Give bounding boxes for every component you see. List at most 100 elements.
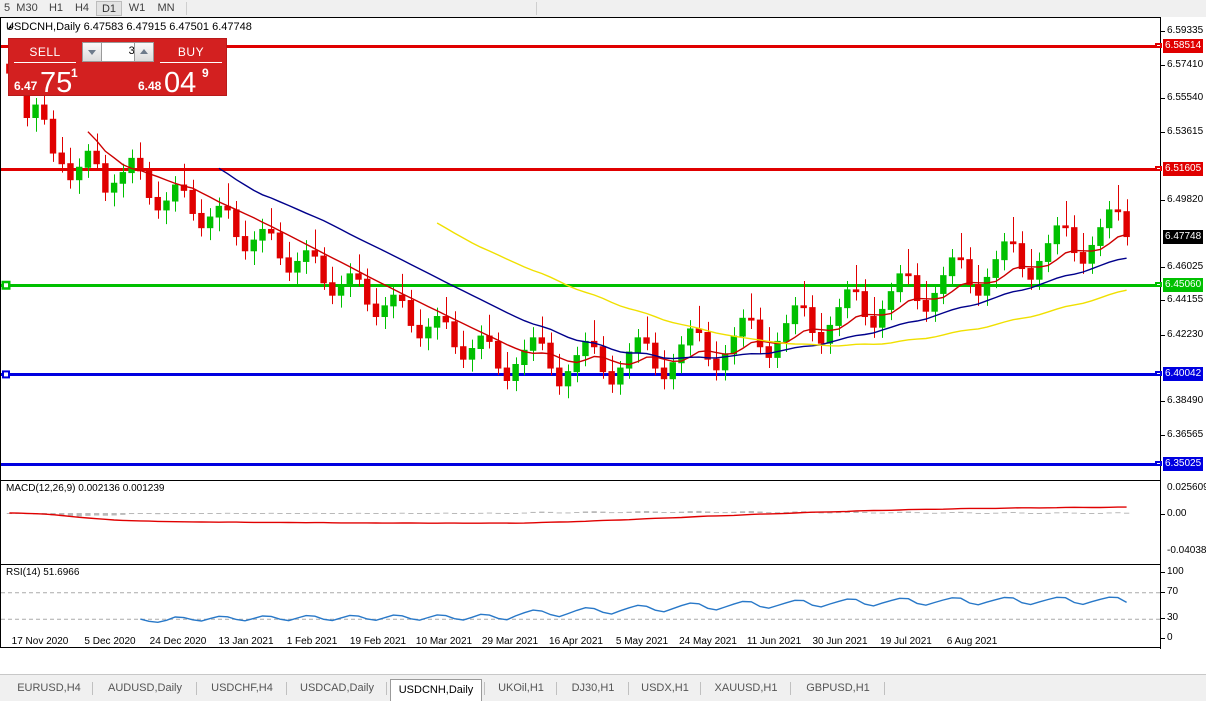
time-axis-label: 19 Jul 2021 xyxy=(880,636,932,647)
time-axis: 17 Nov 2020 5 Dec 2020 24 Dec 2020 13 Jan 2… xyxy=(0,632,1206,654)
sell-price-fraction: 1 xyxy=(71,66,78,80)
sell-price-pips: 75 xyxy=(40,67,73,99)
chart-tab-usdchf[interactable]: USDCHF,H4 xyxy=(211,682,273,694)
tab-separator xyxy=(790,682,791,695)
price-axis[interactable]: 6.59335 6.57410 6.55540 6.53615 6.49820 6.460… xyxy=(1155,17,1206,480)
tab-separator xyxy=(484,682,485,695)
chart-tab-ukoil[interactable]: UKOil,H1 xyxy=(498,682,544,694)
volume-increase-button[interactable] xyxy=(134,42,154,62)
level-handle-center xyxy=(1157,373,1160,374)
sell-price-quote[interactable]: 6.47 75 1 xyxy=(14,64,80,98)
chart-frame: 6.59335 6.57410 6.55540 6.53615 6.49820 6.460… xyxy=(0,17,1206,674)
buy-button[interactable]: BUY xyxy=(160,42,222,63)
time-axis-label: 17 Nov 2020 xyxy=(11,636,69,647)
chevron-up-icon xyxy=(140,49,148,54)
time-axis-label: 16 Apr 2021 xyxy=(549,636,603,647)
level-handle-center xyxy=(1157,168,1160,169)
price-badge-6.58514: 6.58514 xyxy=(1163,39,1204,53)
time-axis-label: 5 Dec 2020 xyxy=(84,636,136,647)
price-axis-label: 6.46025 xyxy=(1167,261,1204,272)
chart-tab-usdx[interactable]: USDX,H1 xyxy=(641,682,689,694)
chart-tab-usdcnh[interactable]: USDCNH,Daily xyxy=(390,679,482,701)
rsi-label: RSI(14) 51.6966 xyxy=(6,567,80,578)
time-axis-label: 29 Mar 2021 xyxy=(481,636,539,647)
rsi-axis-label: 0 xyxy=(1167,632,1173,643)
timeframe-toolbar: 5 M30 H1 H4 D1 W1 MN xyxy=(0,0,1206,18)
chart-title: USDCNH,Daily 6.47583 6.47915 6.47501 6.4… xyxy=(6,21,252,33)
price-badge-6.47748: 6.47748 xyxy=(1163,230,1204,244)
chart-tab-bar: EURUSD,H4 AUDUSD,Daily USDCHF,H4 USDCAD,Dai… xyxy=(0,674,1206,701)
timeframe-button-5[interactable]: 5 xyxy=(3,2,11,14)
sell-button[interactable]: SELL xyxy=(14,42,76,63)
time-axis-label: 19 Feb 2021 xyxy=(349,636,407,647)
chart-tab-audusd[interactable]: AUDUSD,Daily xyxy=(108,682,182,694)
macd-indicator-pane[interactable]: MACD(12,26,9) 0.002136 0.001239 xyxy=(0,480,1160,564)
tab-separator xyxy=(628,682,629,695)
price-tick xyxy=(1161,435,1165,436)
time-axis-label: 24 Dec 2020 xyxy=(149,636,207,647)
price-tick xyxy=(1161,267,1165,268)
macd-axis-label: 0.025609 xyxy=(1167,482,1206,493)
price-axis-label: 6.38490 xyxy=(1167,395,1204,406)
tab-separator xyxy=(700,682,701,695)
level-handle-center xyxy=(1157,45,1160,46)
toolbar-separator xyxy=(536,2,537,15)
timeframe-button-h1[interactable]: H1 xyxy=(48,2,64,14)
rsi-tick xyxy=(1161,572,1165,573)
tab-separator xyxy=(556,682,557,695)
crosshair-icon xyxy=(7,23,15,30)
time-axis-label: 10 Mar 2021 xyxy=(415,636,473,647)
timeframe-button-h4[interactable]: H4 xyxy=(74,2,90,14)
rsi-tick xyxy=(1161,592,1165,593)
macd-axis: 0.025609 0.00 -0.04038 xyxy=(1160,480,1206,564)
chart-tab-eurusd[interactable]: EURUSD,H4 xyxy=(17,682,81,694)
timeframe-button-mn[interactable]: MN xyxy=(157,2,175,14)
price-tick xyxy=(1161,401,1165,402)
chart-tab-dj30[interactable]: DJ30,H1 xyxy=(571,682,615,694)
price-axis-label: 6.36565 xyxy=(1167,429,1204,440)
time-axis-label: 13 Jan 2021 xyxy=(218,636,274,647)
buy-price-quote[interactable]: 6.48 04 9 xyxy=(138,64,222,98)
level-handle-center xyxy=(1157,463,1160,464)
macd-tick xyxy=(1161,514,1165,515)
volume-decrease-button[interactable] xyxy=(82,42,102,62)
price-axis-label: 6.44155 xyxy=(1167,294,1204,305)
time-axis-label: 30 Jun 2021 xyxy=(812,636,868,647)
rsi-tick xyxy=(1161,618,1165,619)
chart-tab-xauusd[interactable]: XAUUSD,H1 xyxy=(714,682,778,694)
price-tick xyxy=(1161,65,1165,66)
time-axis-label: 5 May 2021 xyxy=(615,636,669,647)
price-axis-label: 6.53615 xyxy=(1167,126,1204,137)
macd-plot xyxy=(6,506,1130,524)
tab-separator xyxy=(884,682,885,695)
tab-separator xyxy=(196,682,197,695)
price-tick xyxy=(1161,98,1165,99)
timeframe-button-m30[interactable]: M30 xyxy=(16,2,38,14)
macd-axis-label: -0.04038 xyxy=(1167,545,1206,556)
timeframe-button-d1[interactable]: D1 xyxy=(96,1,122,16)
price-badge-6.51605: 6.51605 xyxy=(1163,162,1204,176)
price-tick xyxy=(1161,31,1165,32)
time-axis-label: 11 Jun 2021 xyxy=(746,636,802,647)
tab-separator xyxy=(286,682,287,695)
buy-price-pips: 04 xyxy=(164,67,197,99)
chart-tab-usdcad[interactable]: USDCAD,Daily xyxy=(300,682,374,694)
rsi-axis-label: 30 xyxy=(1167,612,1179,624)
macd-label: MACD(12,26,9) 0.002136 0.001239 xyxy=(6,483,165,494)
buy-price-fraction: 9 xyxy=(202,66,209,80)
tab-separator xyxy=(386,682,387,695)
rsi-axis-label: 100 xyxy=(1167,566,1184,577)
price-badge-6.45060: 6.45060 xyxy=(1163,278,1204,292)
timeframe-button-w1[interactable]: W1 xyxy=(128,2,146,14)
one-click-trading-panel[interactable]: SELL BUY 3.00 6.47 75 1 6.48 04 9 xyxy=(8,38,227,98)
chart-tab-gbpusd[interactable]: GBPUSD,H1 xyxy=(806,682,870,694)
rsi-indicator-pane[interactable]: RSI(14) 51.6966 xyxy=(0,564,1160,648)
price-axis-label: 6.49820 xyxy=(1167,194,1204,205)
price-badge-6.40042: 6.40042 xyxy=(1163,367,1204,381)
rsi-axis-label: 70 xyxy=(1167,585,1179,597)
price-axis-label: 6.42230 xyxy=(1167,329,1204,340)
price-tick xyxy=(1161,132,1165,133)
macd-axis-label: 0.00 xyxy=(1167,508,1187,519)
rsi-tick xyxy=(1161,638,1165,639)
